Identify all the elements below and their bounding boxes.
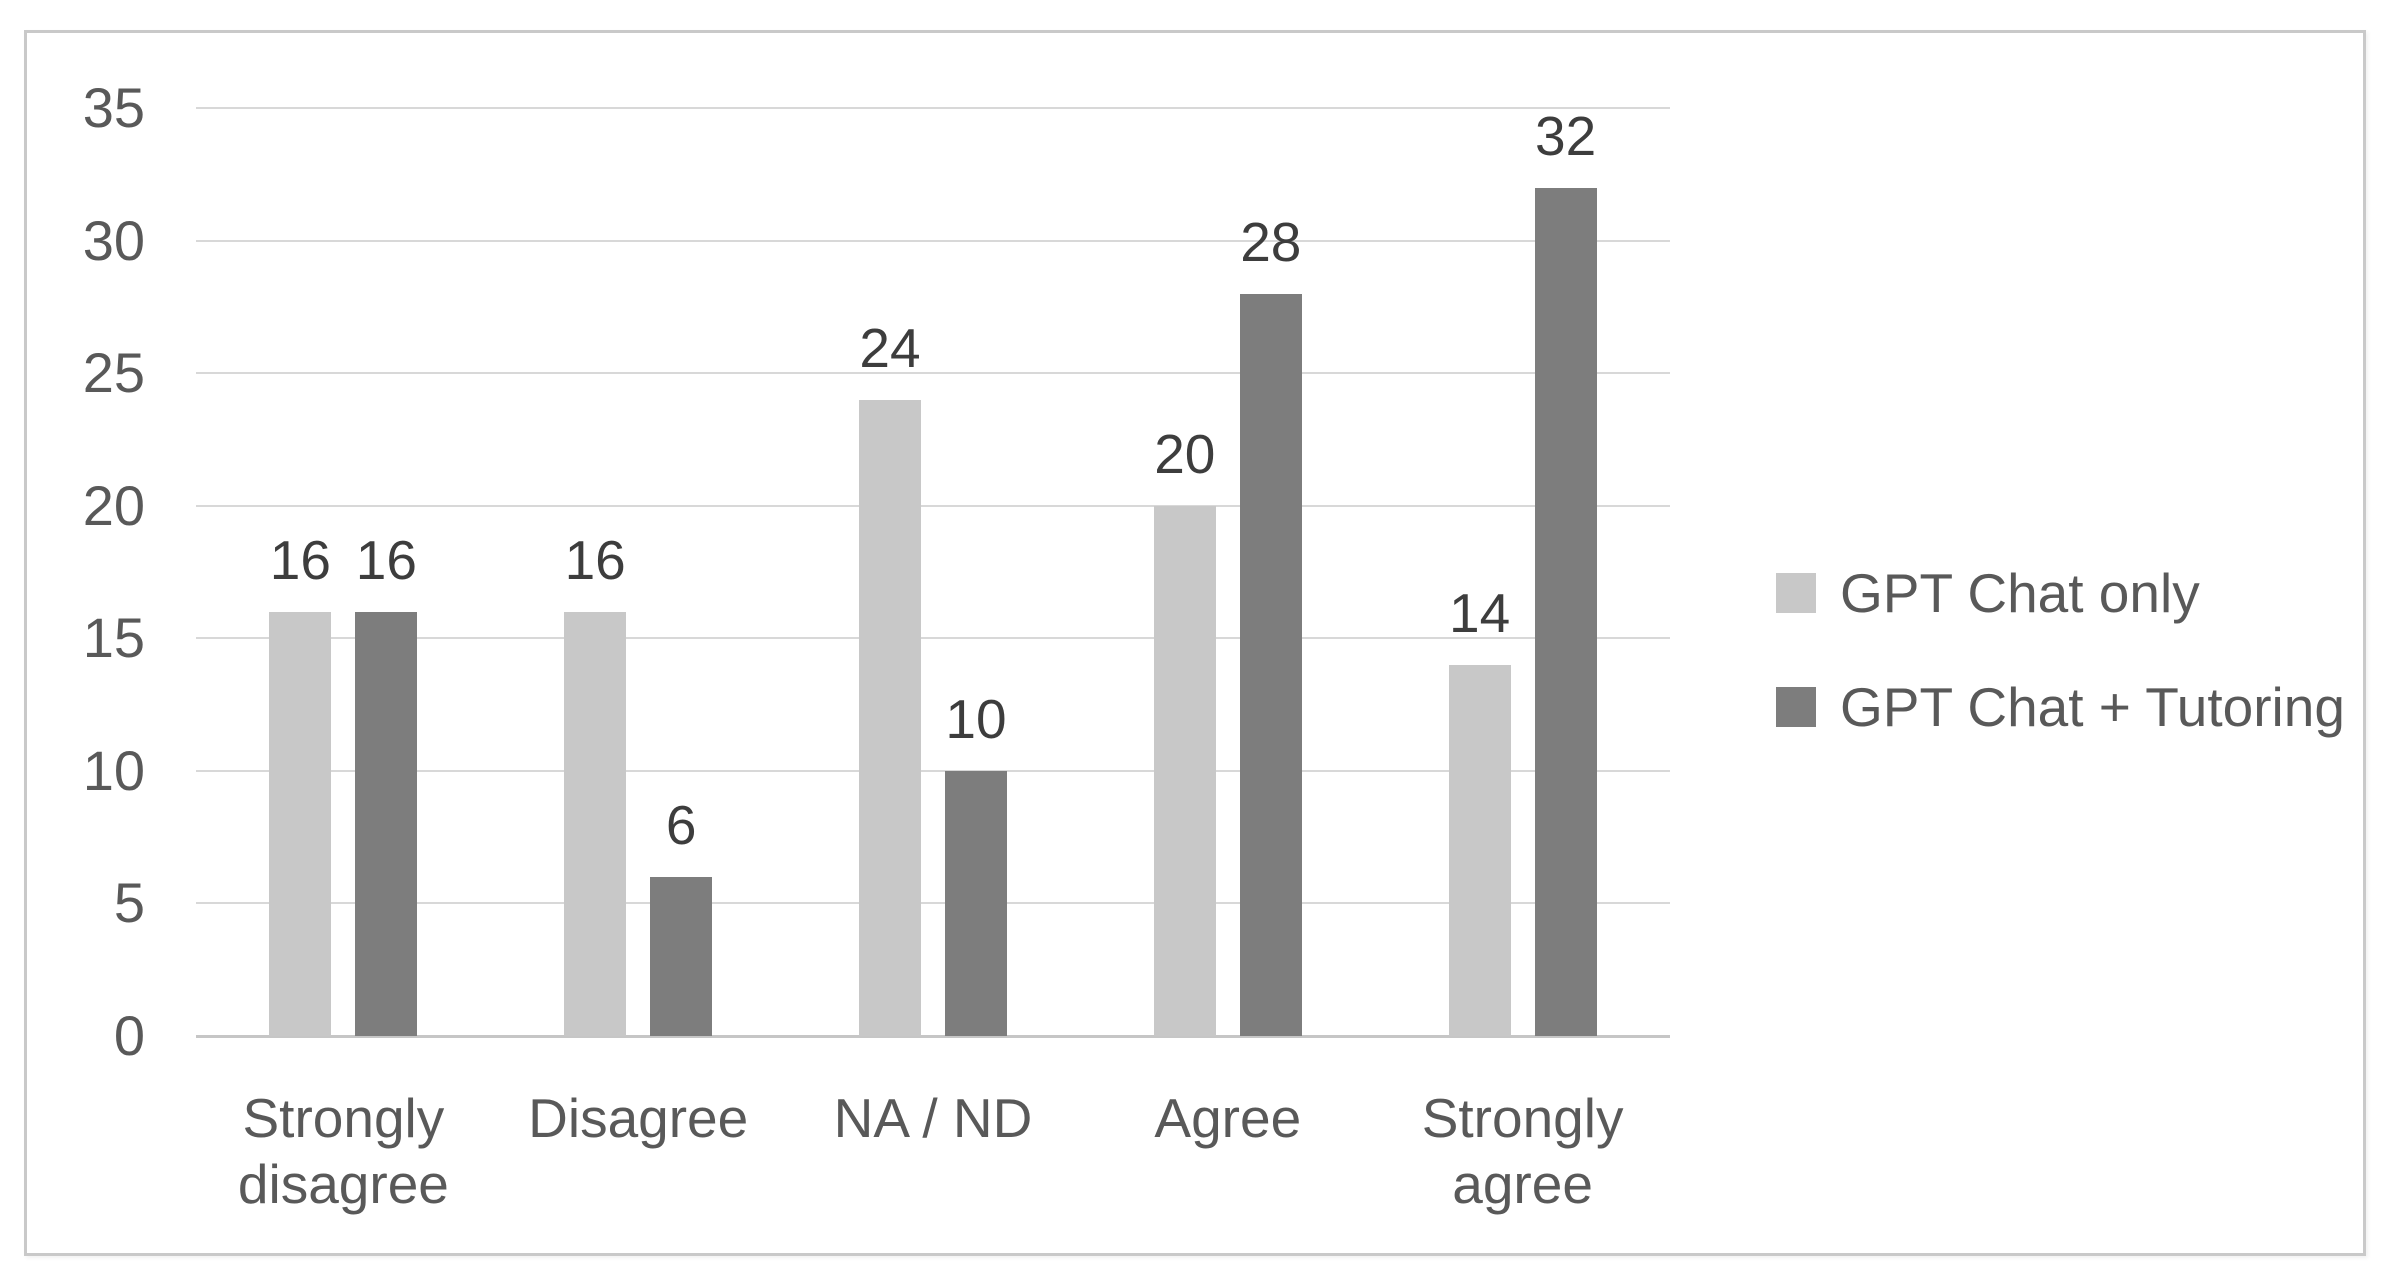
legend-entry-1: GPT Chat + Tutoring xyxy=(1776,675,2345,739)
data-label-series1-cat3: 28 xyxy=(1240,210,1302,273)
bar-series0-cat1 xyxy=(564,611,627,1036)
gridline-30 xyxy=(196,239,1670,242)
legend-entry-0: GPT Chat only xyxy=(1776,561,2200,625)
data-label-series1-cat1: 6 xyxy=(665,793,697,856)
x-category-label-1: Disagree xyxy=(528,1087,749,1149)
data-label-series0-cat0: 16 xyxy=(269,528,331,591)
y-tick-label-10: 10 xyxy=(82,738,145,802)
gridline-5 xyxy=(196,902,1670,905)
bar-series1-cat1 xyxy=(650,876,713,1036)
legend-label-0: GPT Chat only xyxy=(1840,562,2200,624)
x-category-label-0: Strongly disagree xyxy=(237,1087,449,1215)
gridline-25 xyxy=(196,372,1670,375)
bar-series0-cat3 xyxy=(1153,505,1216,1036)
bar-series1-cat0 xyxy=(355,611,418,1036)
data-label-series1-cat0: 16 xyxy=(355,528,417,591)
x-category-label-3: Agree xyxy=(1154,1087,1302,1149)
data-label-series1-cat4: 32 xyxy=(1535,104,1597,167)
gridline-35 xyxy=(196,107,1670,109)
x-category-label-2: NA / ND xyxy=(833,1087,1033,1149)
bar-series0-cat0 xyxy=(269,611,332,1036)
y-tick-label-25: 25 xyxy=(82,341,145,405)
bar-chart-frame: 0 5 10 15 20 25 30 35 16 16 16 6 24 10 20 28 14 32 Stron… xyxy=(24,30,2366,1256)
data-label-series1-cat2: 10 xyxy=(945,687,1007,750)
x-category-label-4: Strongly agree xyxy=(1421,1087,1624,1215)
bar-series0-cat4 xyxy=(1448,664,1511,1036)
y-tick-label-30: 30 xyxy=(82,208,145,272)
y-tick-label-15: 15 xyxy=(82,606,145,670)
y-tick-label-35: 35 xyxy=(82,76,145,139)
legend-swatch-1 xyxy=(1776,687,1816,727)
data-label-series0-cat2: 24 xyxy=(859,316,921,379)
bar-series1-cat4 xyxy=(1534,187,1597,1036)
bar-series0-cat2 xyxy=(859,399,921,1036)
y-tick-label-20: 20 xyxy=(82,473,145,537)
x-axis-line xyxy=(196,1035,1670,1038)
y-tick-label-5: 5 xyxy=(113,871,145,935)
legend-swatch-0 xyxy=(1776,573,1816,613)
gridline-15 xyxy=(196,637,1670,640)
data-label-series0-cat1: 16 xyxy=(564,528,626,591)
y-tick-label-0: 0 xyxy=(113,1004,145,1067)
bar-series1-cat3 xyxy=(1239,293,1302,1036)
gridline-20 xyxy=(196,504,1670,507)
data-label-series0-cat4: 14 xyxy=(1449,581,1511,644)
legend-label-1: GPT Chat + Tutoring xyxy=(1840,676,2345,738)
data-label-series0-cat3: 20 xyxy=(1154,422,1216,485)
bar-series1-cat2 xyxy=(945,770,1007,1036)
gridline-10 xyxy=(196,769,1670,772)
